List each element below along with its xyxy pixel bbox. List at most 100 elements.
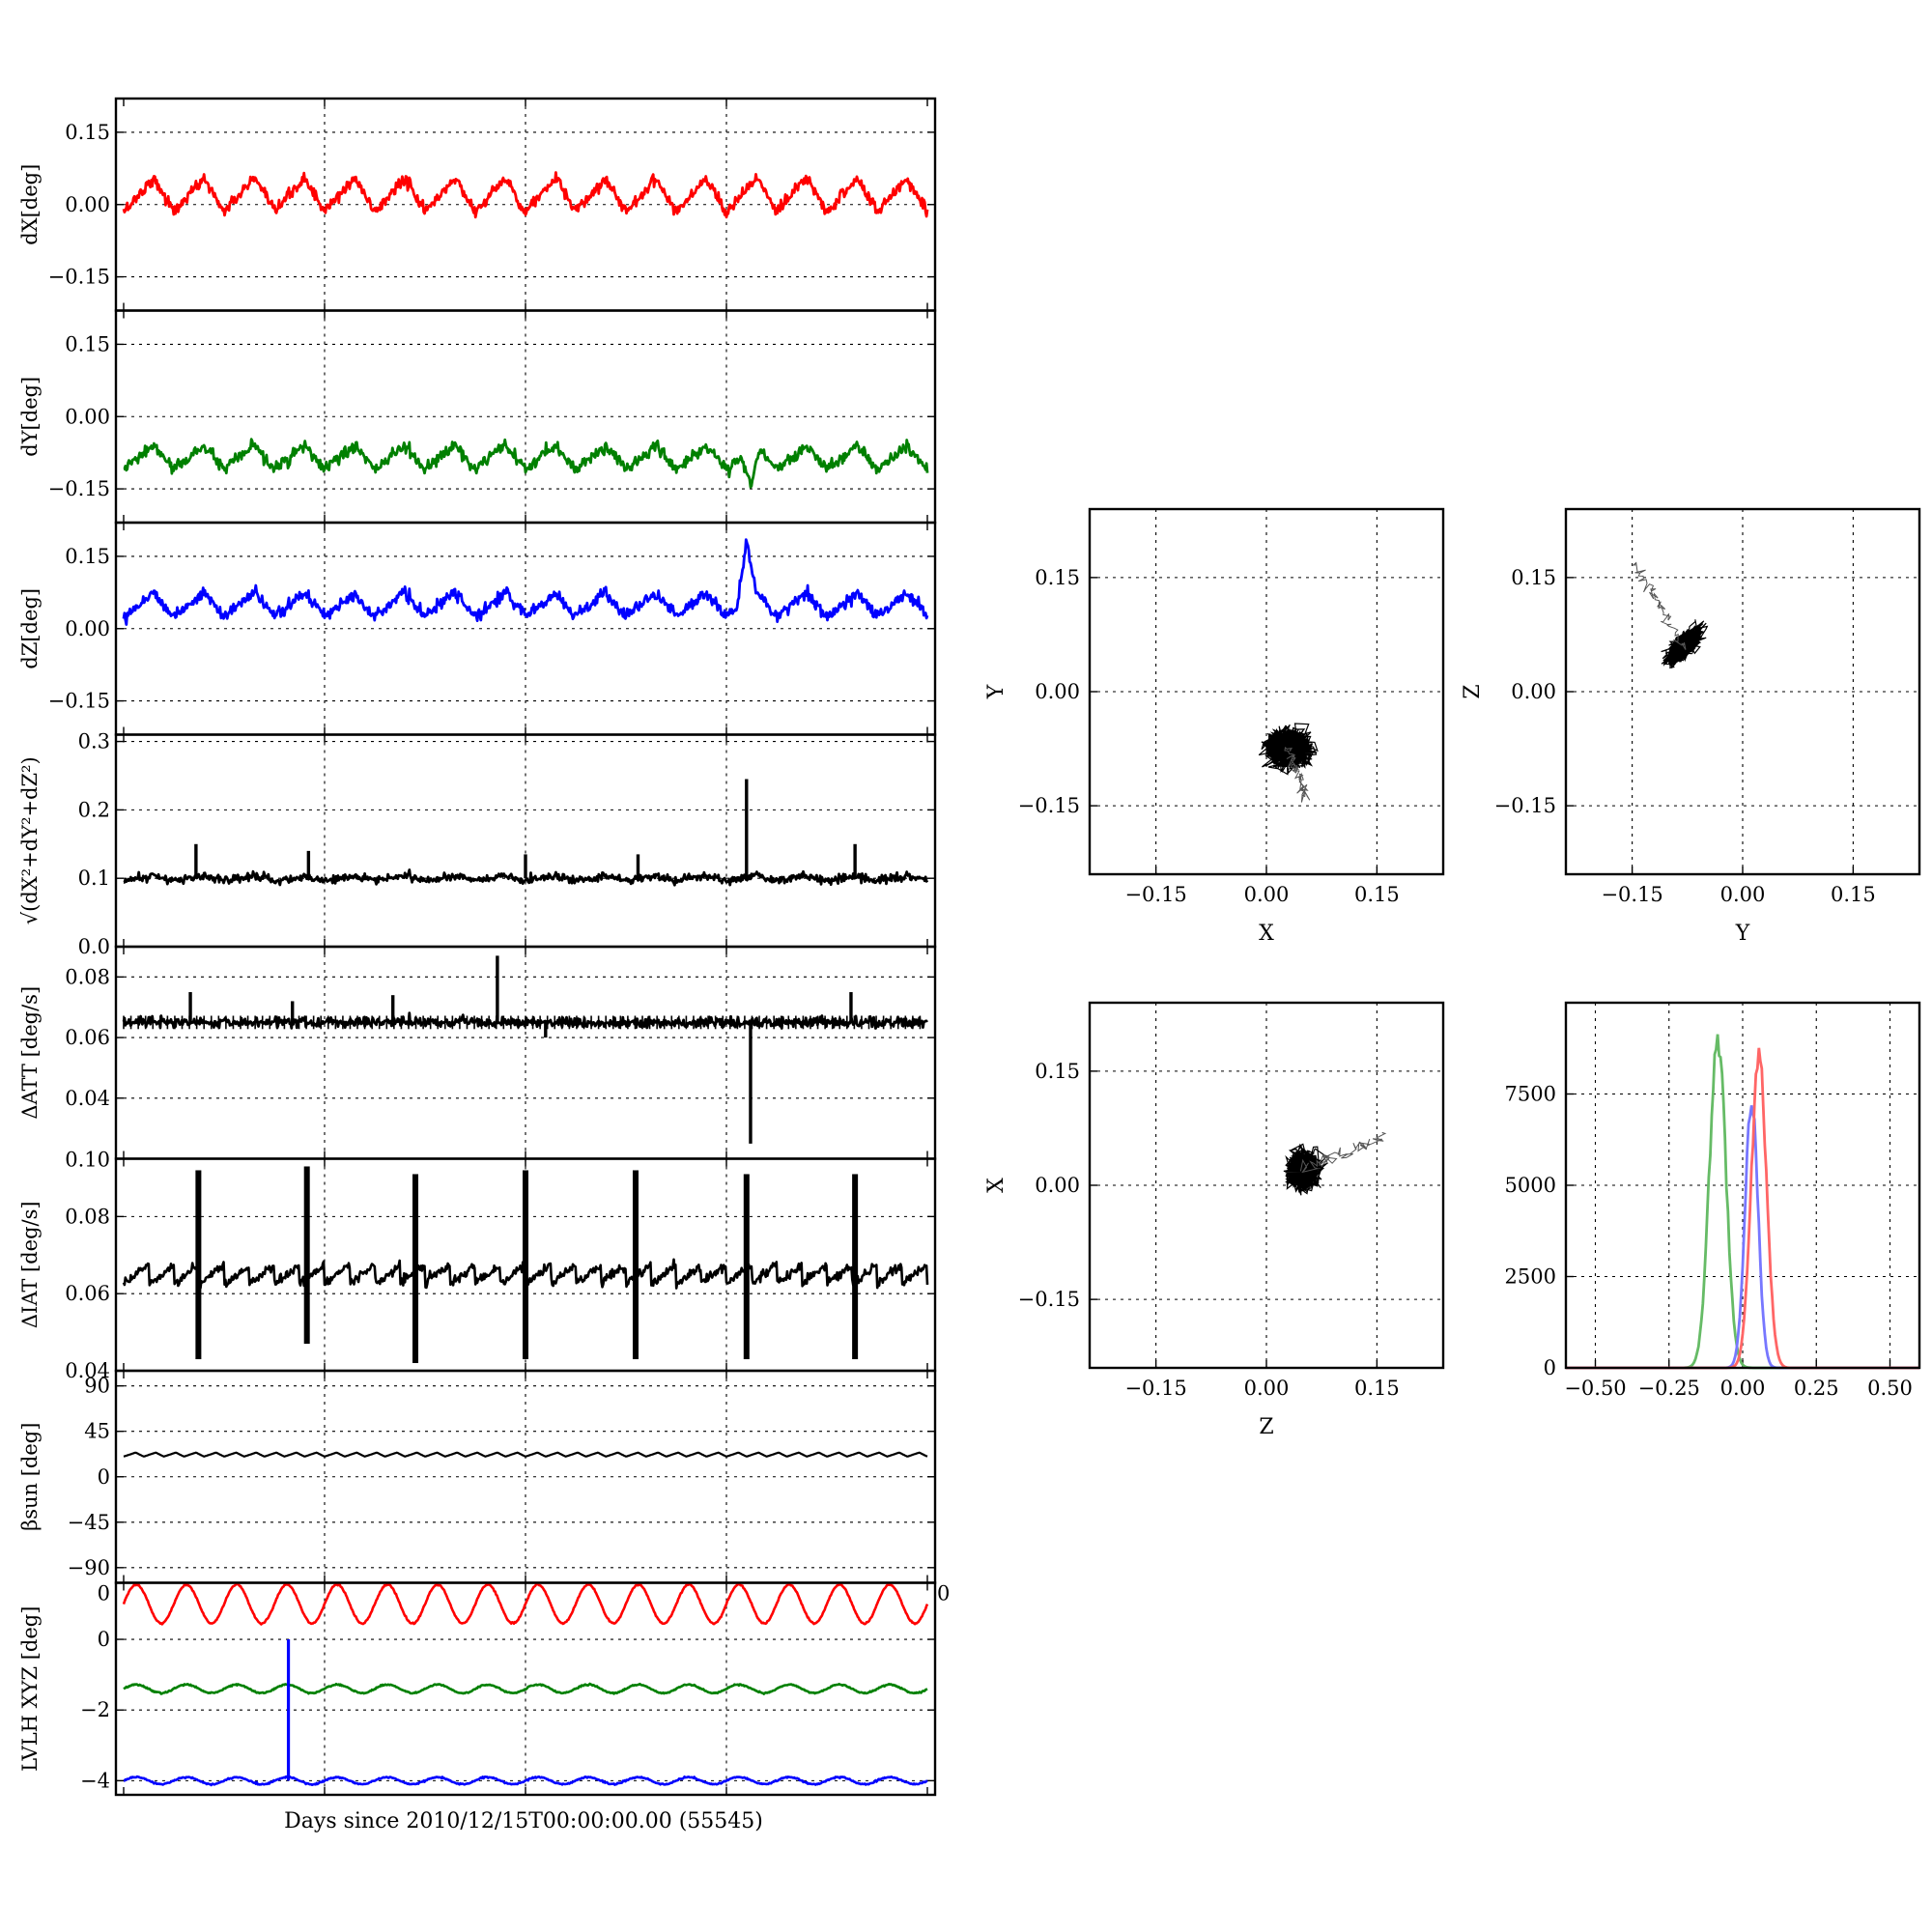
panel-dZ: 0.15 0.00 −0.15 dZ[deg] [18, 521, 937, 736]
y-axis-label: Z [1461, 684, 1485, 698]
y-tick-label: 0.15 [1035, 1060, 1080, 1083]
x-tick-label: 0.15 [1831, 883, 1876, 906]
y-tick-label-top: 0.10 [65, 1149, 110, 1172]
y-tick-label: −2 [80, 1698, 110, 1721]
series-line [123, 438, 929, 489]
y-tick-label: 0.15 [65, 545, 110, 568]
y-axis-label: dX[deg] [18, 164, 42, 245]
y-tick-label: 0.15 [65, 121, 110, 144]
y-tick-label: 0.00 [1511, 680, 1556, 703]
y-tick-label: −0.15 [48, 690, 110, 713]
panel-frame [114, 1581, 937, 1797]
y-tick-label: 0.2 [78, 798, 110, 821]
burst-mark [195, 1170, 202, 1360]
scatter-tail [1284, 746, 1311, 803]
y-tick-label: 45 [84, 1420, 110, 1443]
y-tick-label: 5000 [1505, 1174, 1556, 1197]
panel-scatter-zx: −0.15 0.00 0.15 0.15 0.00 −0.15 Z X [984, 1001, 1445, 1439]
series-line [123, 868, 929, 887]
y-tick-label: 7500 [1505, 1083, 1556, 1106]
panel-frame [1088, 1001, 1445, 1370]
x-axis-label: Days since 2010/12/15T00:00:00.00 (55545… [284, 1809, 763, 1833]
panel-lvlh: 0 −2 −4 0 0 LVLH XYZ [deg] [18, 1581, 950, 1797]
x-tick-label: −0.25 [1638, 1377, 1700, 1400]
x-tick-label: −0.15 [1124, 1377, 1186, 1400]
corner-tick-label: 0 [98, 1582, 110, 1605]
y-tick-label: 0.15 [1511, 566, 1556, 589]
scatter-tail [1299, 1132, 1387, 1174]
y-tick-label: 90 [84, 1375, 110, 1398]
series-line [123, 1775, 928, 1787]
x-tick-label: 0.15 [1354, 1377, 1400, 1400]
x-tick-label: 0.00 [1244, 883, 1290, 906]
x-axis-label: X [1259, 922, 1274, 946]
y-tick-label: −90 [68, 1556, 110, 1579]
panel-frame [1564, 1001, 1921, 1370]
panel-scatter-yz: −0.15 0.00 0.15 0.15 0.00 −0.15 Y Z [1461, 507, 1921, 946]
x-tick-label: 0.15 [1354, 883, 1400, 906]
y-axis-label: βsun [deg] [18, 1423, 42, 1531]
y-tick-label: 0.00 [1035, 680, 1080, 703]
y-tick-label: 0.00 [1035, 1174, 1080, 1197]
panel-beta: 90 45 0 −45 −90 βsun [deg] [18, 1369, 937, 1584]
burst-mark [523, 1170, 528, 1360]
y-tick-label: 0.15 [65, 332, 110, 355]
x-axis-label: Y [1735, 922, 1750, 946]
scatter-trace [1283, 1143, 1328, 1196]
y-tick-label: 0.00 [65, 405, 110, 428]
y-tick-label: 0.04 [65, 1087, 110, 1110]
panel-norm: 0.3 0.2 0.1 0.0 √(dX²+dY²+dZ²) [18, 730, 937, 958]
burst-mark [743, 1174, 750, 1360]
panel-dATT: 0.08 0.06 0.04 ΔATT [deg/s] [18, 945, 937, 1160]
x-tick-label: 0.50 [1867, 1377, 1913, 1400]
y-tick-label: 0 [98, 1465, 110, 1489]
y-axis-label: LVLH XYZ [deg] [18, 1606, 42, 1772]
y-tick-label: 0.1 [78, 867, 110, 890]
series-line [122, 171, 929, 219]
y-tick-label: −45 [68, 1511, 110, 1534]
x-tick-label: 0.25 [1794, 1377, 1839, 1400]
y-tick-label: 0.00 [65, 617, 110, 640]
y-axis-label: X [984, 1178, 1009, 1193]
y-tick-label: 0.04 [65, 1359, 110, 1382]
y-tick-label: 0 [1544, 1356, 1556, 1379]
x-tick-label: −0.15 [1601, 883, 1662, 906]
y-tick-label: −0.15 [1018, 1288, 1080, 1311]
x-tick-label: 0.00 [1720, 883, 1766, 906]
panel-dX: 0.15 0.00 −0.15 dX[deg] [18, 97, 937, 312]
y-tick-label: −0.15 [48, 477, 110, 500]
y-tick-label: −0.15 [48, 266, 110, 289]
y-tick-label: 0.06 [65, 1026, 110, 1049]
x-axis-label: Z [1259, 1415, 1273, 1439]
time-series-panels: 0.150.00−0.15dX[deg]0.150.00−0.15dY[deg]… [18, 97, 950, 1797]
x-tick-label: −0.15 [1124, 883, 1186, 906]
panel-histogram: −0.50 −0.25 0.00 0.25 0.50 0 2500 5000 7500 [1505, 1001, 1921, 1400]
x-tick-label: 0.00 [1244, 1377, 1290, 1400]
y-axis-label: dZ[deg] [18, 588, 42, 669]
x-tick-label: 0.00 [1720, 1377, 1766, 1400]
y-tick-label: 0.3 [78, 730, 110, 753]
burst-mark [632, 1170, 639, 1360]
burst-mark [412, 1174, 419, 1364]
burst-mark [852, 1174, 859, 1360]
series-line [122, 1582, 929, 1626]
panel-scatter-xy: −0.15 0.00 0.15 0.15 0.00 −0.15 X Y [984, 507, 1445, 946]
y-tick-label: −4 [80, 1769, 110, 1792]
y-tick-label: 0.00 [65, 193, 110, 216]
y-tick-label: 0.15 [1035, 566, 1080, 589]
corner-tick-label: 0 [937, 1582, 950, 1605]
x-tick-label: −0.50 [1564, 1377, 1626, 1400]
y-tick-label: −0.15 [1018, 794, 1080, 817]
panel-dIAT: 0.08 0.06 0.04 0.10 ΔIAT [deg/s] [18, 1149, 937, 1382]
y-axis-label: √(dX²+dY²+dZ²) [18, 756, 42, 924]
y-tick-label: 0.08 [65, 1205, 110, 1228]
panel-frame [1088, 507, 1445, 876]
series-line [122, 538, 929, 626]
scatter-trace [1258, 723, 1319, 776]
panel-frame [1564, 507, 1921, 876]
y-tick-label: 0.0 [78, 935, 110, 958]
y-tick-label: 0.08 [65, 965, 110, 988]
y-axis-label: ΔATT [deg/s] [18, 986, 42, 1120]
y-tick-label: 0 [98, 1628, 110, 1651]
